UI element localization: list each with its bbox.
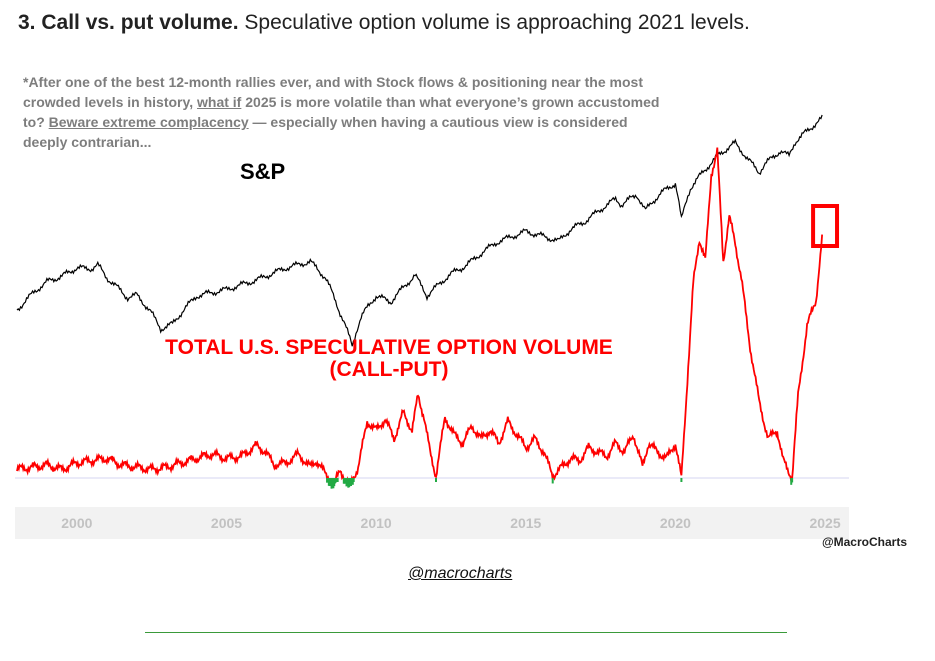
- chart-figure: S&P TOTAL U.S. SPECULATIVE OPTION VOLUME(…: [15, 62, 935, 554]
- chart-annotation: *After one of the best 12-month rallies …: [23, 72, 663, 152]
- x-axis-tick-label: 2000: [61, 515, 92, 531]
- x-axis-tick-label: 2025: [809, 515, 840, 531]
- divider-line: [145, 632, 787, 633]
- x-axis-tick-label: 2010: [361, 515, 392, 531]
- x-axis-tick-label: 2015: [510, 515, 541, 531]
- note-part-3: — especially when having a cautious view…: [23, 114, 628, 150]
- note-part-2: 2025 is more volatile than what everyone…: [23, 94, 660, 130]
- latest-reading-highlight-box: [811, 204, 840, 248]
- option-volume-series-line: [16, 147, 823, 488]
- note-emphasis-1: what if: [197, 94, 242, 110]
- heading-title: 3. Call vs. put volume.: [18, 11, 239, 34]
- chart-heading: 3. Call vs. put volume. Speculative opti…: [18, 11, 750, 35]
- note-part-1: *After one of the best 12-month rallies …: [23, 74, 643, 110]
- x-axis-band: [15, 507, 849, 539]
- option-volume-series-label: TOTAL U.S. SPECULATIVE OPTION VOLUME: [165, 336, 613, 359]
- chart-svg: S&P TOTAL U.S. SPECULATIVE OPTION VOLUME(…: [15, 114, 907, 549]
- note-emphasis-2: Beware extreme complacency: [48, 114, 249, 130]
- x-axis-tick-label: 2020: [660, 515, 691, 531]
- sp-series-label: S&P: [240, 159, 285, 184]
- x-axis-tick-label: 2005: [211, 515, 242, 531]
- option-volume-series-label-part-2: (CALL-PUT): [330, 358, 449, 381]
- macrocharts-watermark: @MacroCharts: [822, 535, 907, 549]
- heading-subtitle: Speculative option volume is approaching…: [244, 11, 750, 34]
- author-handle-link[interactable]: @macrocharts: [408, 565, 513, 582]
- sp-series-line: [16, 114, 823, 347]
